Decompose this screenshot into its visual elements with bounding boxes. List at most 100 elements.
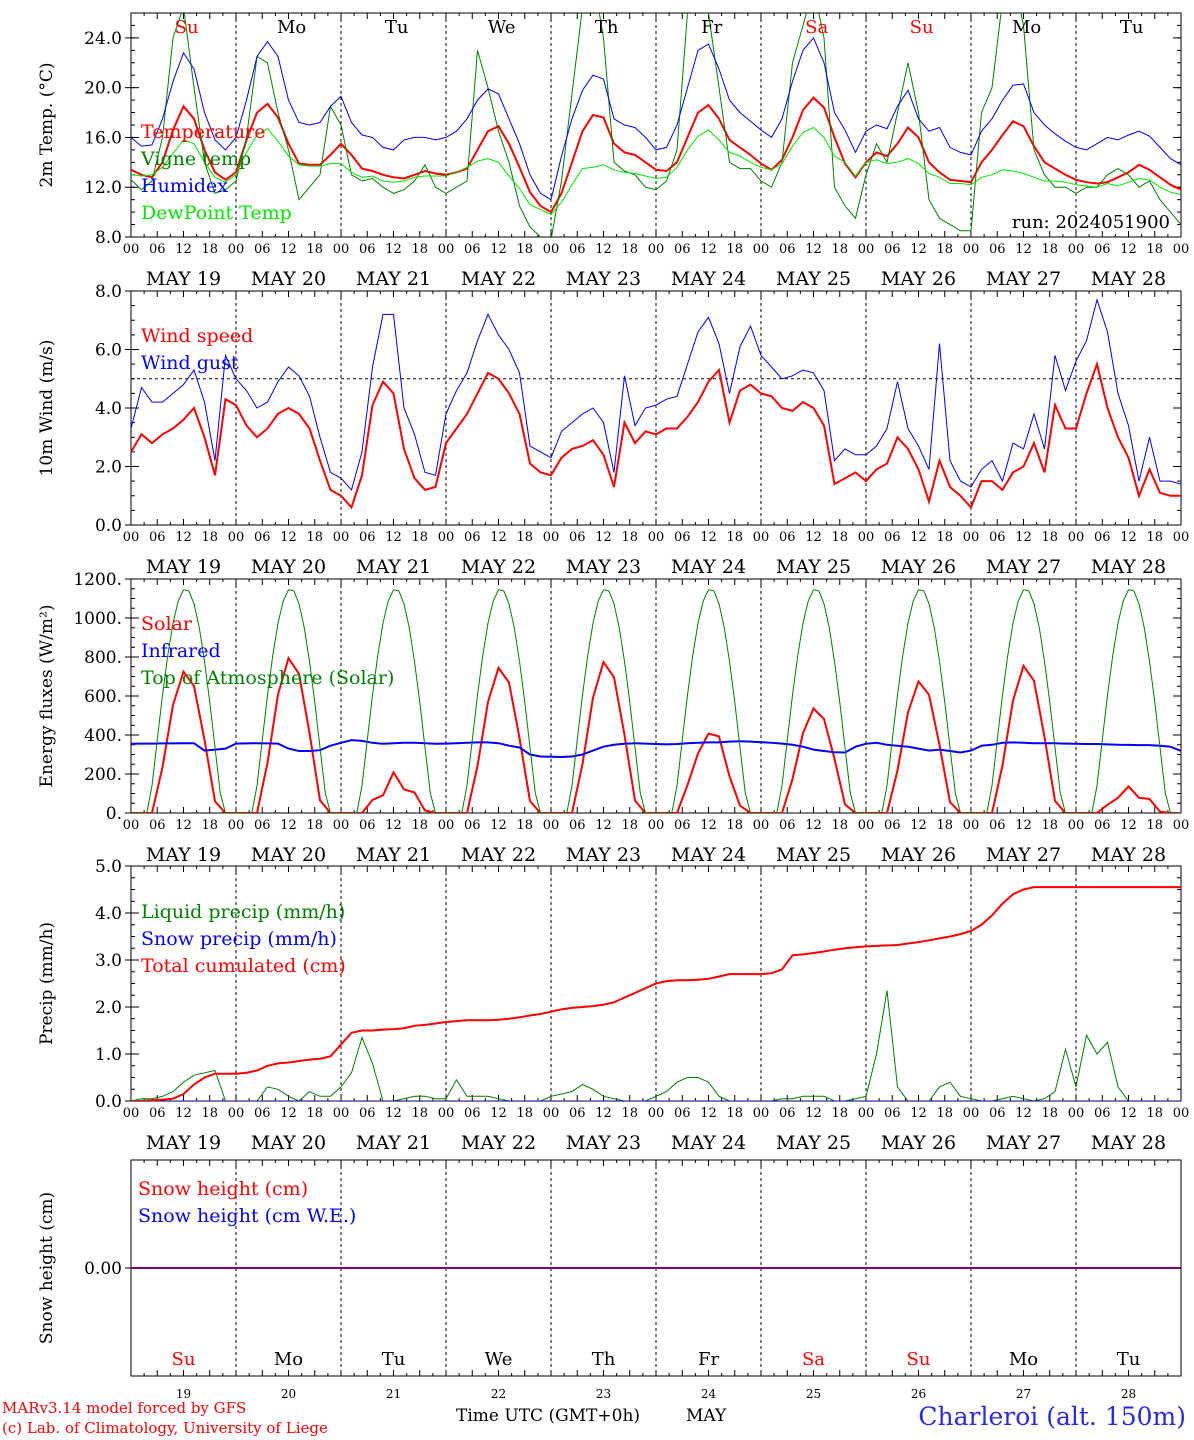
series-line-dewpoint-temp — [131, 126, 1181, 216]
hour-tick-label: 00 — [228, 242, 245, 257]
date-label: MAY 23 — [566, 268, 641, 290]
hour-tick-label: 00 — [228, 818, 245, 833]
date-label: MAY 20 — [251, 268, 326, 290]
hour-tick-label: 12 — [910, 242, 927, 257]
y-tick-label: 4.0 — [95, 904, 122, 924]
hour-tick-label: 06 — [149, 818, 166, 833]
hour-tick-label: 18 — [621, 530, 638, 545]
y-axis-label: Energy fluxes (W/m²) — [37, 605, 57, 788]
hour-tick-label: 06 — [674, 818, 691, 833]
hour-tick-label: 00 — [1173, 242, 1190, 257]
date-label: MAY 26 — [881, 268, 956, 290]
y-tick-label: 2.0 — [95, 458, 122, 478]
y-tick-label: 600. — [84, 687, 122, 707]
hour-tick-label: 18 — [411, 1106, 428, 1121]
hour-tick-label: 18 — [201, 530, 218, 545]
date-label: MAY 19 — [146, 556, 221, 578]
legend-entry: Humidex — [141, 175, 228, 197]
y-tick-label: 2.0 — [95, 998, 122, 1018]
hour-tick-label: 00 — [228, 1106, 245, 1121]
hour-tick-label: 18 — [831, 818, 848, 833]
hour-tick-label: 12 — [385, 1106, 402, 1121]
hour-tick-label: 00 — [858, 242, 875, 257]
date-label: MAY 24 — [671, 268, 746, 290]
legend-entry: Vigne temp — [140, 148, 251, 170]
series-line-infrared — [131, 739, 1181, 759]
hour-tick-label: 18 — [306, 530, 323, 545]
weekday-label: We — [488, 17, 516, 38]
hour-tick-label: 18 — [516, 1106, 533, 1121]
hour-tick-label: 00 — [963, 818, 980, 833]
hour-tick-label: 00 — [858, 818, 875, 833]
hour-tick-label: 00 — [123, 242, 140, 257]
date-label: MAY 24 — [671, 844, 746, 866]
hour-tick-label: 18 — [411, 530, 428, 545]
date-label: MAY 28 — [1091, 1132, 1166, 1154]
hour-tick-label: 06 — [359, 818, 376, 833]
hour-tick-label: 18 — [726, 530, 743, 545]
y-tick-label: 6.0 — [95, 341, 122, 361]
hour-tick-label: 00 — [1068, 530, 1085, 545]
legend-entry: Solar — [141, 613, 193, 635]
hour-tick-label: 12 — [175, 530, 192, 545]
date-label: MAY 22 — [461, 268, 536, 290]
hour-tick-label: 12 — [910, 818, 927, 833]
hour-tick-label: 00 — [858, 530, 875, 545]
hour-tick-label: 12 — [490, 530, 507, 545]
hour-tick-label: 06 — [674, 1106, 691, 1121]
hour-tick-label: 06 — [569, 1106, 586, 1121]
hour-tick-label: 12 — [595, 530, 612, 545]
date-label: MAY 26 — [881, 1132, 956, 1154]
hour-tick-label: 06 — [569, 530, 586, 545]
hour-tick-label: 12 — [595, 1106, 612, 1121]
hour-tick-label: 12 — [805, 530, 822, 545]
day-number-label: 19 — [176, 1387, 191, 1401]
model-credit: MARv3.14 model forced by GFS — [2, 1399, 247, 1417]
day-number-label: 21 — [386, 1387, 401, 1401]
hour-tick-label: 12 — [490, 242, 507, 257]
hour-tick-label: 06 — [464, 242, 481, 257]
hour-tick-label: 12 — [700, 530, 717, 545]
weekday-label: Mo — [1009, 1349, 1038, 1370]
hour-tick-label: 00 — [753, 530, 770, 545]
hour-tick-label: 12 — [700, 818, 717, 833]
y-tick-label: 24.0 — [84, 29, 122, 49]
hour-tick-label: 18 — [831, 1106, 848, 1121]
hour-tick-label: 18 — [1146, 242, 1163, 257]
hour-tick-label: 12 — [910, 1106, 927, 1121]
hour-tick-label: 06 — [779, 818, 796, 833]
y-tick-label: 8.0 — [95, 282, 122, 302]
panel-5: 0.00 Snow height (cm) Snow height (cm) Snow… — [37, 1159, 1182, 1401]
y-tick-label: 4.0 — [95, 399, 122, 419]
series-line-temperature — [131, 96, 1181, 214]
hour-tick-label: 18 — [831, 530, 848, 545]
hour-tick-label: 06 — [149, 530, 166, 545]
series-line-wind-speed — [131, 360, 1181, 510]
day-number-label: 28 — [1121, 1387, 1136, 1401]
weekday-label: Tu — [1120, 17, 1144, 38]
panel-4: 0.0 1.0 2.0 3.0 4.0 5.0 Precip (mm/h) Liquid pr… — [37, 857, 1189, 1154]
hour-tick-label: 12 — [280, 242, 297, 257]
y-tick-label: 0.0 — [95, 1092, 122, 1112]
date-label: MAY 25 — [776, 1132, 851, 1154]
hour-tick-label: 00 — [963, 530, 980, 545]
hour-tick-label: 06 — [464, 530, 481, 545]
hour-tick-label: 18 — [936, 1106, 953, 1121]
hour-tick-label: 12 — [175, 818, 192, 833]
hour-tick-label: 00 — [438, 1106, 455, 1121]
y-axis-label: 2m Temp. (°C) — [37, 62, 57, 187]
date-label: MAY 21 — [356, 556, 431, 578]
hour-tick-label: 18 — [516, 818, 533, 833]
weekday-label: Sa — [805, 17, 828, 38]
hour-tick-label: 06 — [359, 242, 376, 257]
y-tick-label: 5.0 — [95, 857, 122, 877]
date-label: MAY 20 — [251, 1132, 326, 1154]
hour-tick-label: 06 — [569, 818, 586, 833]
hour-tick-label: 12 — [805, 242, 822, 257]
date-label: MAY 19 — [146, 1132, 221, 1154]
legend-entry: Snow precip (mm/h) — [141, 928, 337, 950]
hour-tick-label: 12 — [1120, 1106, 1137, 1121]
hour-tick-label: 12 — [385, 242, 402, 257]
station-name: Charleroi (alt. 150m) — [918, 1402, 1186, 1431]
